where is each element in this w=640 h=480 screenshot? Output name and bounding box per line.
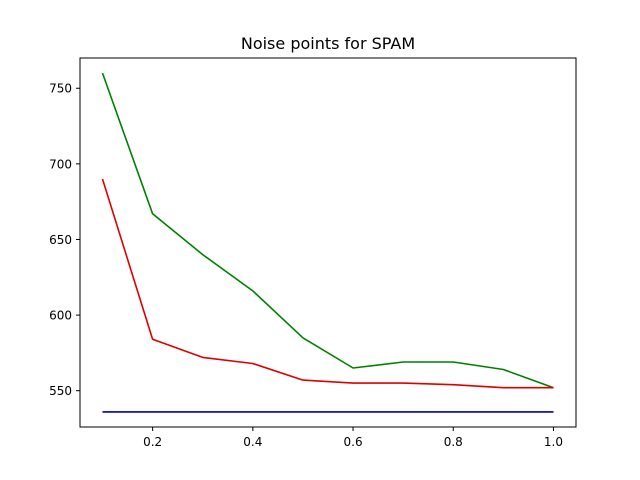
y-tick-label: 650 bbox=[49, 233, 72, 247]
series-line-1 bbox=[101, 72, 554, 389]
x-tick-label: 0.4 bbox=[243, 435, 262, 449]
y-tick-label: 600 bbox=[49, 309, 72, 323]
y-tick-label: 700 bbox=[49, 157, 72, 171]
y-tick-label: 550 bbox=[49, 384, 72, 398]
chart-title: Noise points for SPAM bbox=[241, 34, 415, 53]
plot-area-frame bbox=[79, 57, 577, 428]
x-tick-label: 0.6 bbox=[344, 435, 363, 449]
x-tick-label: 0.8 bbox=[444, 435, 463, 449]
x-tick-label: 1.0 bbox=[544, 435, 563, 449]
tick-layer: 0.2 0.4 0.6 0.8 1.0 550 600 650 700 750 bbox=[49, 82, 563, 449]
series-line-2 bbox=[101, 178, 554, 389]
y-tick-label: 750 bbox=[49, 82, 72, 96]
x-tick-label: 0.2 bbox=[143, 435, 162, 449]
series-layer bbox=[101, 72, 554, 413]
